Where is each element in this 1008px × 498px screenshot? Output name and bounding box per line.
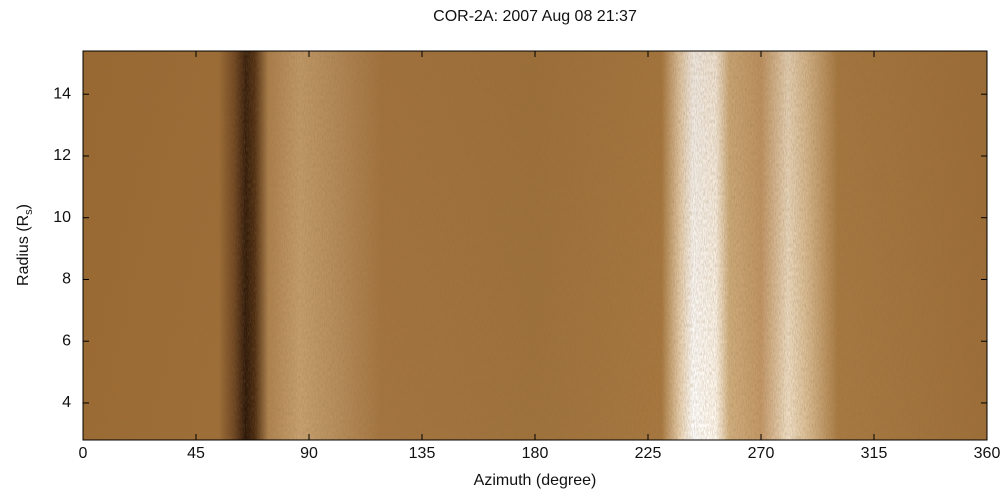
x-tick-label: 225 xyxy=(635,445,662,462)
x-tick-label: 315 xyxy=(861,445,888,462)
y-axis-label: Radius (Rs) xyxy=(15,204,35,286)
y-tick-label: 4 xyxy=(62,394,71,411)
y-label-subscript: s xyxy=(23,209,35,215)
chart-title: COR-2A: 2007 Aug 08 21:37 xyxy=(433,8,637,25)
y-label-text: Radius (R xyxy=(15,215,32,286)
x-tick-label: 0 xyxy=(79,445,88,462)
x-tick-label: 270 xyxy=(748,445,775,462)
x-tick-label: 180 xyxy=(522,445,549,462)
y-label-suffix: ) xyxy=(15,204,32,209)
y-tick-label: 8 xyxy=(62,271,71,288)
y-tick-label: 12 xyxy=(53,147,71,164)
x-tick-label: 135 xyxy=(409,445,436,462)
x-tick-label: 360 xyxy=(974,445,1001,462)
y-tick-label: 10 xyxy=(53,209,71,226)
y-tick-label: 6 xyxy=(62,332,71,349)
image-texture xyxy=(83,51,987,440)
image-area xyxy=(82,50,988,441)
x-tick-label: 90 xyxy=(300,445,318,462)
x-tick-label: 45 xyxy=(187,445,205,462)
y-tick-label: 14 xyxy=(53,85,71,102)
x-axis-label: Azimuth (degree) xyxy=(474,472,597,489)
